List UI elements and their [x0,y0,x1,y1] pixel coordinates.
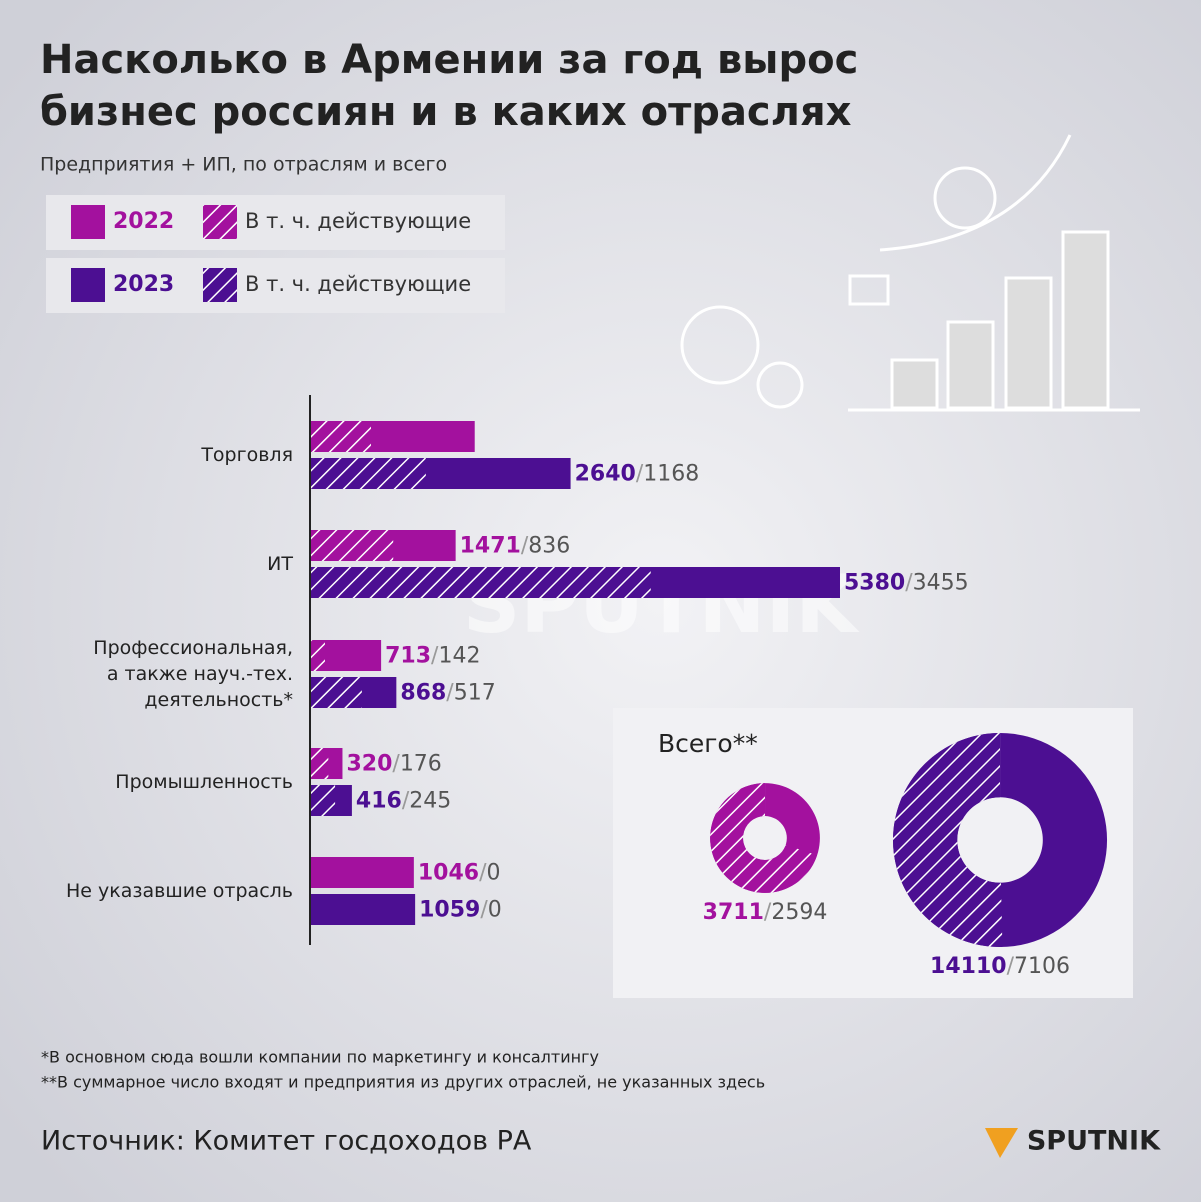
legend-swatch-active [203,205,237,239]
total-label: 3711/2594 [703,900,828,925]
donut-active [710,783,818,893]
title-line: Насколько в Армении за год вырос [40,37,858,83]
legend-label: 2023 [113,272,174,297]
category-label: Профессиональная, а также науч.-тех. деяте… [93,637,293,711]
value-label: 416/245 [356,789,451,814]
source: Источник: Комитет госдоходов РА [41,1126,532,1157]
legend-label: В т. ч. действующие [245,209,471,233]
legend-label: В т. ч. действующие [245,272,471,296]
value-label: 713/142 [385,644,480,669]
value-label: 1471/836 [460,534,571,559]
category-label: Не указавшие отрасль [66,880,293,902]
bar-active [311,530,394,561]
decoration [680,134,1140,412]
category-label: ИТ [267,553,293,575]
legend-box [46,258,505,313]
category-label: Промышленность [115,771,293,793]
bar-active [311,458,426,489]
bar-active [311,567,651,598]
value-label: 868/517 [400,681,495,706]
legend-label: 2022 [113,209,174,234]
totals-title: Всего** [658,729,758,758]
logo-icon [985,1128,1018,1158]
bar [311,857,414,888]
donut-active [892,733,1003,948]
bar [311,894,416,925]
value-label: 320/176 [346,752,441,777]
category-label: Торговля [200,444,293,466]
total-label: 14110/7106 [930,954,1070,979]
title-line: бизнес россиян и в каких отраслях [40,89,852,135]
bar-active [311,785,336,816]
bar-active [311,748,329,779]
footnote: *В основном сюда вошли компании по марке… [41,1048,599,1067]
value-label: 1046/0 [418,861,501,886]
bar-active [311,421,371,452]
legend-box [46,195,505,250]
legend-swatch [71,205,105,239]
value-label: 5380/3455 [844,571,969,596]
bar-active [311,640,325,671]
subtitle: Предприятия + ИП, по отраслям и всего [40,154,447,176]
legend-swatch [71,268,105,302]
legend-swatch-active [203,268,237,302]
value-label: 2640/1168 [575,462,700,487]
logo: SPUTNIK [1027,1126,1161,1157]
footnote: **В суммарное число входят и предприятия… [41,1073,765,1092]
value-label: 1059/0 [419,898,502,923]
bar-active [311,677,362,708]
